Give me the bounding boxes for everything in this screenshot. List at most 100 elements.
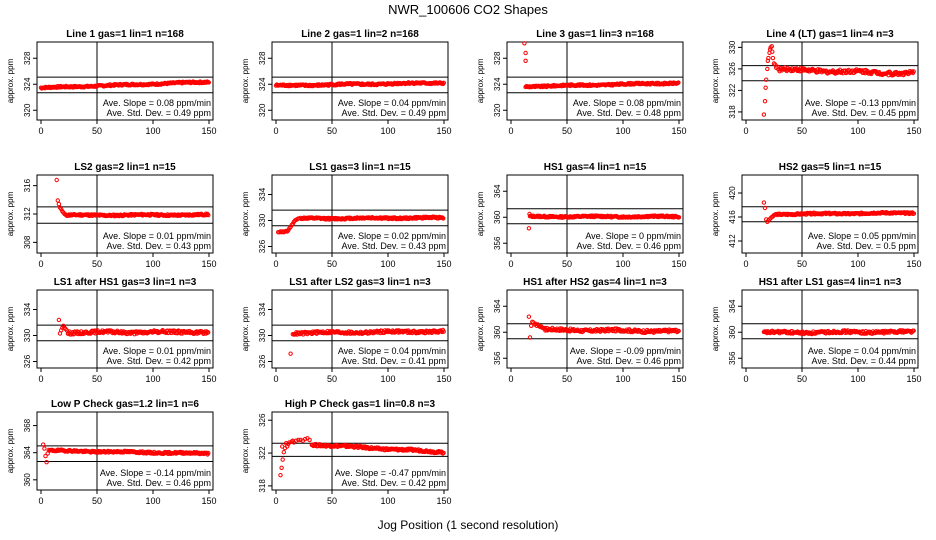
y-tick-label: 330	[728, 40, 737, 54]
std-annotation: Ave. Std. Dev. = 0.42 ppm	[107, 356, 212, 366]
std-std-unit: ppm	[896, 108, 916, 118]
data-point	[302, 436, 308, 442]
y-tick-label: 364	[493, 184, 502, 198]
slope-slope: 0.01	[154, 231, 174, 241]
x-tick-label: 100	[145, 374, 160, 384]
y-axis-label: approx. ppm	[6, 428, 15, 473]
data-point	[206, 80, 212, 85]
data-point	[911, 328, 916, 333]
x-tick-label: 50	[562, 259, 572, 269]
x-tick-label: 0	[38, 126, 43, 136]
std-std-label: Ave. Std. Dev. =	[817, 241, 881, 251]
x-tick-label: 150	[436, 126, 451, 136]
slope-slope-label: Ave. Slope =	[100, 468, 151, 478]
x-tick-label: 100	[850, 126, 865, 136]
data-point	[526, 226, 532, 231]
std-std-label: Ave. Std. Dev. =	[342, 478, 406, 488]
data-point	[769, 44, 774, 49]
slope-slope-unit: ppm/min	[409, 231, 446, 241]
slope-annotation: Ave. Slope = 0.08 ppm/min	[103, 98, 211, 108]
y-axis-label: approx. ppm	[241, 428, 250, 473]
std-annotation: Ave. Std. Dev. = 0.46 ppm	[107, 478, 212, 488]
x-tick-label: 100	[145, 259, 160, 269]
y-tick-label: 356	[493, 236, 502, 250]
x-tick-label: 150	[906, 374, 921, 384]
slope-slope-unit: ppm/min	[644, 231, 681, 241]
data-point	[782, 65, 788, 70]
data-point	[764, 77, 769, 82]
x-tick-label: 150	[671, 374, 686, 384]
slope-slope: 0.02	[389, 231, 409, 241]
x-tick-label: 0	[508, 374, 513, 384]
y-tick-label: 322	[258, 446, 267, 460]
y-tick-label: 364	[23, 445, 32, 459]
x-tick-label: 150	[436, 496, 451, 506]
x-tick-label: 50	[797, 126, 807, 136]
data-point	[911, 211, 917, 216]
x-tick-label: 0	[508, 126, 513, 136]
y-tick-label: 330	[258, 328, 267, 342]
std-annotation: Ave. Std. Dev. = 0.41 ppm	[342, 356, 447, 366]
x-tick-label: 0	[273, 496, 278, 506]
slope-slope-label: Ave. Slope =	[808, 346, 859, 356]
panel-title: LS1 gas=3 lin=1 n=15	[309, 162, 411, 173]
x-tick-label: 100	[145, 496, 160, 506]
y-tick-label: 356	[728, 351, 737, 365]
std-std: 0.41	[406, 356, 426, 366]
slope-slope-label: Ave. Slope =	[805, 98, 856, 108]
data-point	[526, 314, 532, 319]
plot-frame	[271, 289, 449, 369]
std-std-label: Ave. Std. Dev. =	[342, 356, 406, 366]
panel-14: High P Check gas=1 lin=0.8 n=3 0 50 100 150 3…	[241, 399, 452, 506]
x-tick-label: 100	[850, 259, 865, 269]
std-annotation: Ave. Std. Dev. = 0.5 ppm	[817, 241, 916, 251]
std-std-unit: ppm	[661, 356, 681, 366]
x-tick-label: 150	[906, 126, 921, 136]
data-point	[911, 69, 916, 74]
std-std-label: Ave. Std. Dev. =	[342, 241, 406, 251]
data-point	[762, 99, 768, 104]
x-tick-label: 100	[615, 259, 630, 269]
x-tick-label: 50	[562, 126, 572, 136]
slope-annotation: Ave. Slope = 0.04 ppm/min	[338, 98, 446, 108]
x-tick-label: 50	[797, 374, 807, 384]
std-std-unit: ppm	[191, 241, 211, 251]
y-tick-label: 312	[23, 207, 32, 221]
panel-title: Line 1 gas=1 lin=1 n=168	[66, 29, 184, 40]
y-tick-label: 360	[493, 210, 502, 224]
panel-5: LS2 gas=2 lin=1 n=15 0 50 100 150 308 312 316 ap…	[6, 162, 217, 269]
std-std: 0.5	[881, 241, 896, 251]
std-std-unit: ppm	[191, 478, 211, 488]
panel-title: LS1 after LS2 gas=3 lin=1 n=3	[289, 277, 431, 288]
data-point	[56, 201, 62, 207]
data-point	[761, 112, 767, 117]
slope-annotation: Ave. Slope = -0.14 ppm/min	[100, 468, 211, 478]
plot-frame	[506, 174, 684, 254]
std-std-unit: ppm	[896, 356, 916, 366]
data-point	[767, 47, 773, 52]
slope-slope-label: Ave. Slope =	[808, 231, 859, 241]
data-point	[523, 50, 528, 56]
data-point	[43, 453, 48, 459]
plot-frame	[36, 41, 214, 121]
plot-frame	[271, 411, 449, 491]
slope-annotation: Ave. Slope = 0 ppm/min	[585, 231, 681, 241]
slope-slope-unit: ppm/min	[879, 231, 916, 241]
x-tick-label: 100	[380, 126, 395, 136]
data-point	[298, 437, 303, 443]
data-point	[41, 442, 46, 447]
plot-frame	[36, 289, 214, 369]
y-tick-label: 326	[258, 239, 267, 253]
slope-slope-label: Ave. Slope =	[338, 98, 389, 108]
y-tick-label: 360	[728, 325, 737, 339]
x-tick-label: 150	[201, 259, 216, 269]
std-std-label: Ave. Std. Dev. =	[812, 108, 876, 118]
panel-title: LS2 gas=2 lin=1 n=15	[74, 162, 176, 173]
slope-slope-label: Ave. Slope =	[573, 98, 624, 108]
figure-x-axis-label: Jog Position (1 second resolution)	[377, 518, 559, 532]
data-point	[280, 457, 285, 462]
slope-slope: 0	[636, 231, 644, 241]
data-point	[54, 177, 59, 183]
slope-slope-unit: ppm/min	[174, 98, 211, 108]
data-point	[522, 41, 527, 46]
